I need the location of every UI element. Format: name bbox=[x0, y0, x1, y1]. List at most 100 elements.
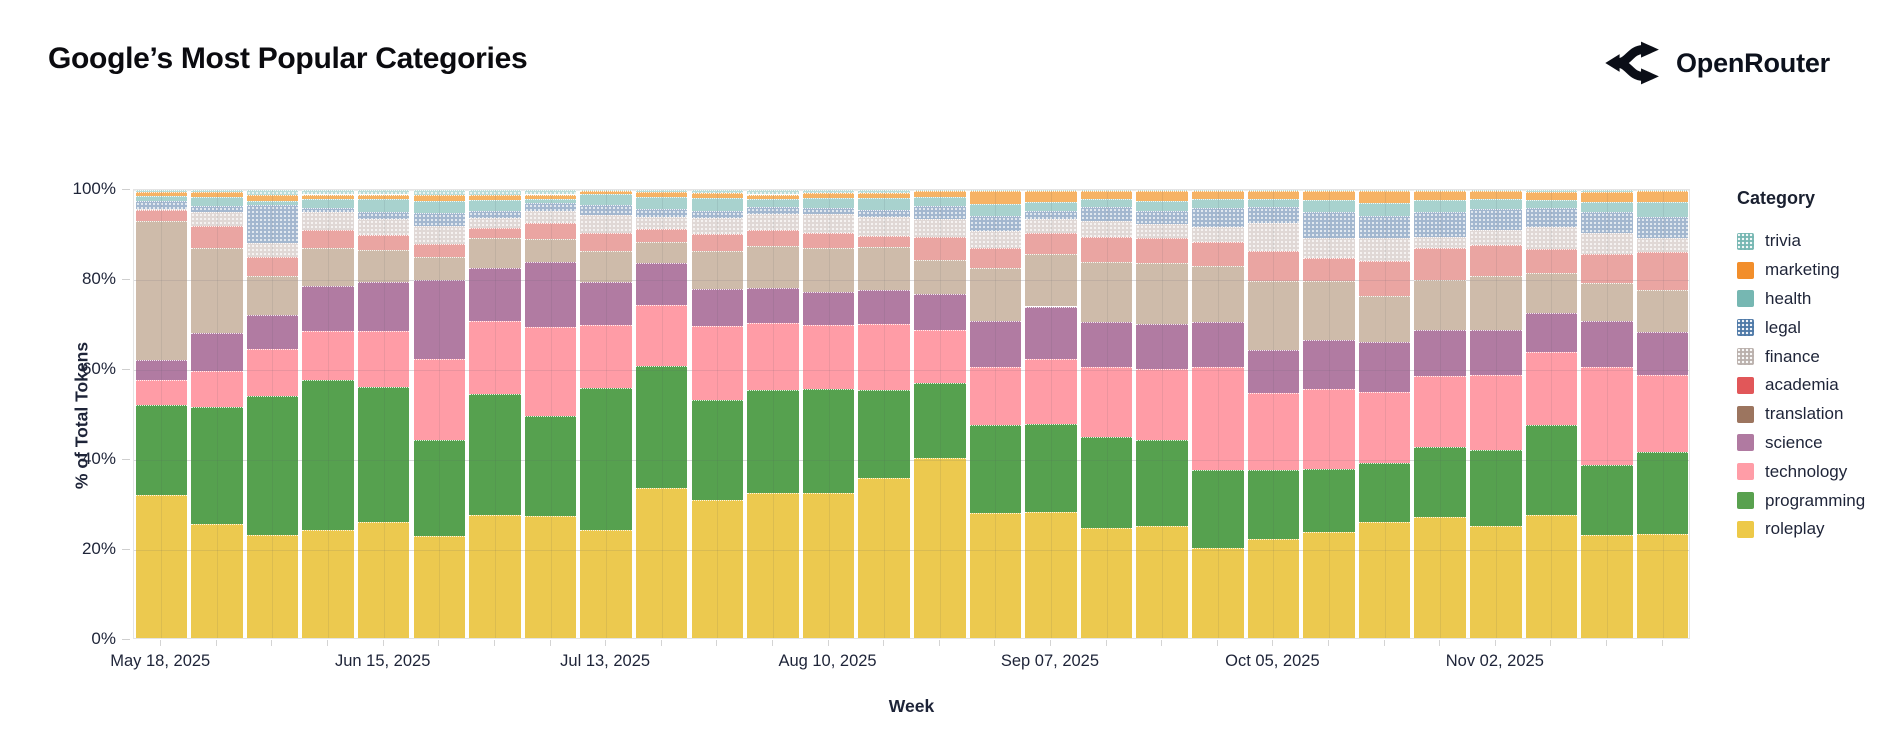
segment-finance bbox=[635, 216, 688, 229]
x-tick-label: Aug 10, 2025 bbox=[778, 652, 877, 670]
segment-translation bbox=[302, 248, 354, 287]
segment-legal bbox=[524, 203, 577, 211]
segment-academia bbox=[1414, 248, 1466, 281]
segment-roleplay bbox=[524, 515, 577, 638]
segment-programming bbox=[413, 439, 466, 537]
segment-technology bbox=[1636, 375, 1689, 452]
segment-health bbox=[1525, 200, 1578, 209]
segment-programming bbox=[469, 393, 521, 515]
legend-swatch-translation bbox=[1737, 405, 1754, 423]
segment-finance bbox=[580, 215, 632, 234]
segment-academia bbox=[1136, 238, 1188, 264]
legend-item-legal: legal bbox=[1737, 313, 1865, 342]
legend-item-finance: finance bbox=[1737, 342, 1865, 371]
segment-marketing bbox=[1247, 190, 1300, 199]
legend-label-translation: translation bbox=[1765, 404, 1844, 424]
segment-academia bbox=[580, 233, 632, 251]
segment-legal bbox=[302, 207, 354, 213]
segment-legal bbox=[969, 216, 1022, 231]
bar-week-23 bbox=[1358, 189, 1411, 638]
segment-finance bbox=[469, 218, 521, 229]
segment-marketing bbox=[747, 194, 799, 200]
segment-health bbox=[691, 197, 744, 212]
y-tick-label: 100% bbox=[72, 179, 116, 198]
segment-finance bbox=[246, 243, 299, 257]
segment-translation bbox=[1581, 283, 1633, 322]
segment-programming bbox=[1581, 464, 1633, 535]
segment-finance bbox=[1358, 238, 1411, 261]
segment-marketing bbox=[802, 192, 855, 198]
segment-technology bbox=[1414, 376, 1466, 447]
segment-finance bbox=[1303, 237, 1355, 259]
gridline-y-20 bbox=[134, 550, 1689, 551]
segment-health bbox=[1025, 202, 1077, 211]
y-tick-mark bbox=[122, 189, 130, 190]
segment-translation bbox=[1303, 280, 1355, 340]
segment-roleplay bbox=[1080, 527, 1133, 638]
bar-week-2 bbox=[191, 190, 243, 638]
segment-marketing bbox=[1636, 191, 1689, 203]
segment-science bbox=[1525, 313, 1578, 352]
segment-marketing bbox=[691, 192, 744, 198]
x-tick-label: Jun 15, 2025 bbox=[334, 652, 431, 670]
y-tick-mark bbox=[122, 369, 130, 370]
segment-trivia bbox=[1192, 189, 1244, 191]
legend-swatch-marketing bbox=[1737, 261, 1754, 279]
x-tick-mark bbox=[549, 640, 551, 646]
openrouter-logo[interactable]: OpenRouter bbox=[1604, 38, 1830, 88]
segment-translation bbox=[914, 260, 966, 294]
segment-marketing bbox=[1025, 190, 1077, 203]
x-tick-mark bbox=[883, 640, 885, 646]
segment-technology bbox=[413, 358, 466, 440]
gridline-y-100 bbox=[134, 190, 1689, 191]
segment-academia bbox=[1581, 254, 1633, 284]
segment-academia bbox=[357, 234, 410, 251]
segment-technology bbox=[969, 366, 1022, 425]
segment-health bbox=[580, 194, 632, 206]
segment-programming bbox=[1414, 446, 1466, 518]
segment-trivia bbox=[357, 190, 410, 195]
vertical-gridline bbox=[1551, 190, 1553, 638]
segment-technology bbox=[1470, 375, 1522, 451]
fork-arrows-icon bbox=[1604, 38, 1662, 88]
segment-health bbox=[1470, 198, 1522, 209]
segment-trivia bbox=[691, 190, 744, 193]
segment-translation bbox=[135, 221, 187, 361]
bar-week-19 bbox=[1136, 189, 1188, 638]
segment-academia bbox=[914, 236, 966, 261]
vertical-gridline bbox=[216, 190, 218, 638]
legend-label-technology: technology bbox=[1765, 461, 1848, 481]
legend-title: Category bbox=[1737, 188, 1816, 208]
x-tick-label: Oct 05, 2025 bbox=[1225, 652, 1320, 670]
segment-marketing bbox=[469, 194, 521, 200]
segment-technology bbox=[858, 324, 910, 391]
segment-academia bbox=[1080, 237, 1133, 263]
y-tick-label: 20% bbox=[81, 539, 116, 558]
segment-health bbox=[1581, 201, 1633, 212]
segment-marketing bbox=[1192, 190, 1244, 200]
segment-finance bbox=[302, 212, 354, 231]
segment-science bbox=[691, 289, 744, 327]
bar-week-11 bbox=[691, 190, 744, 638]
x-tick-label: Jul 13, 2025 bbox=[560, 652, 651, 670]
segment-health bbox=[302, 198, 354, 208]
x-tick-mark bbox=[327, 640, 329, 646]
segment-translation bbox=[1136, 263, 1188, 324]
segment-finance bbox=[1080, 220, 1133, 238]
y-axis-title: % of Total Tokens bbox=[71, 341, 92, 490]
segment-legal bbox=[1525, 208, 1578, 227]
segment-trivia bbox=[1080, 189, 1133, 191]
segment-marketing bbox=[1303, 190, 1355, 200]
segment-legal bbox=[246, 205, 299, 244]
segment-science bbox=[246, 315, 299, 350]
gridline-overlay-y-60 bbox=[134, 370, 1689, 371]
vertical-gridline bbox=[383, 190, 385, 638]
gridline-overlay-y-20 bbox=[134, 550, 1689, 551]
segment-programming bbox=[1136, 440, 1188, 526]
segment-roleplay bbox=[1247, 539, 1300, 638]
segment-legal bbox=[1136, 211, 1188, 224]
bar-week-3 bbox=[246, 190, 299, 638]
legend-label-roleplay: roleplay bbox=[1765, 519, 1825, 539]
segment-marketing bbox=[914, 190, 966, 198]
x-tick-mark bbox=[716, 640, 718, 646]
